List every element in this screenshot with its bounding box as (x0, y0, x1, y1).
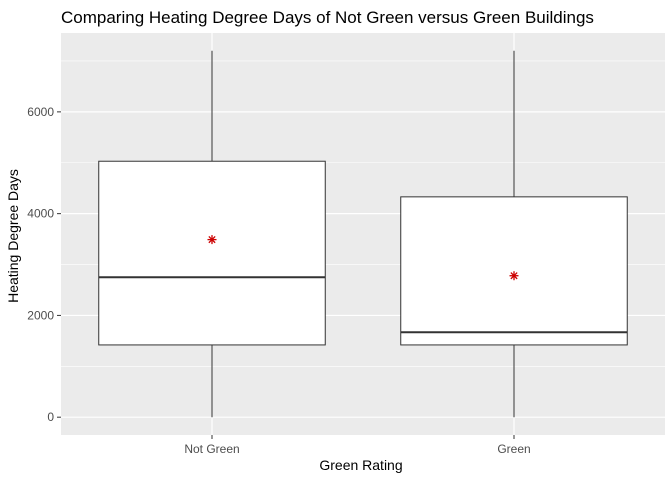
box-iqr (400, 196, 628, 346)
mean-marker-stroke (208, 235, 216, 244)
y-axis: 0 2000 4000 6000 (27, 105, 61, 424)
box-layer (98, 50, 628, 418)
x-axis: Not Green Green (184, 435, 531, 456)
mean-marker (509, 271, 519, 281)
box-not-green (98, 50, 326, 418)
box-iqr (98, 160, 326, 346)
x-tick-label: Green (497, 442, 530, 456)
y-tick-label: 0 (47, 410, 54, 424)
mean-marker-stroke (510, 272, 518, 280)
x-tick-label: Not Green (184, 442, 239, 456)
box-green (400, 50, 628, 418)
y-tick-label: 4000 (27, 207, 54, 221)
chart-title: Comparing Heating Degree Days of Not Gre… (61, 8, 594, 27)
x-axis-title: Green Rating (319, 457, 402, 473)
mean-marker (207, 235, 217, 245)
y-tick-label: 2000 (27, 308, 54, 322)
y-axis-title: Heating Degree Days (5, 169, 21, 303)
y-tick-label: 6000 (27, 105, 54, 119)
